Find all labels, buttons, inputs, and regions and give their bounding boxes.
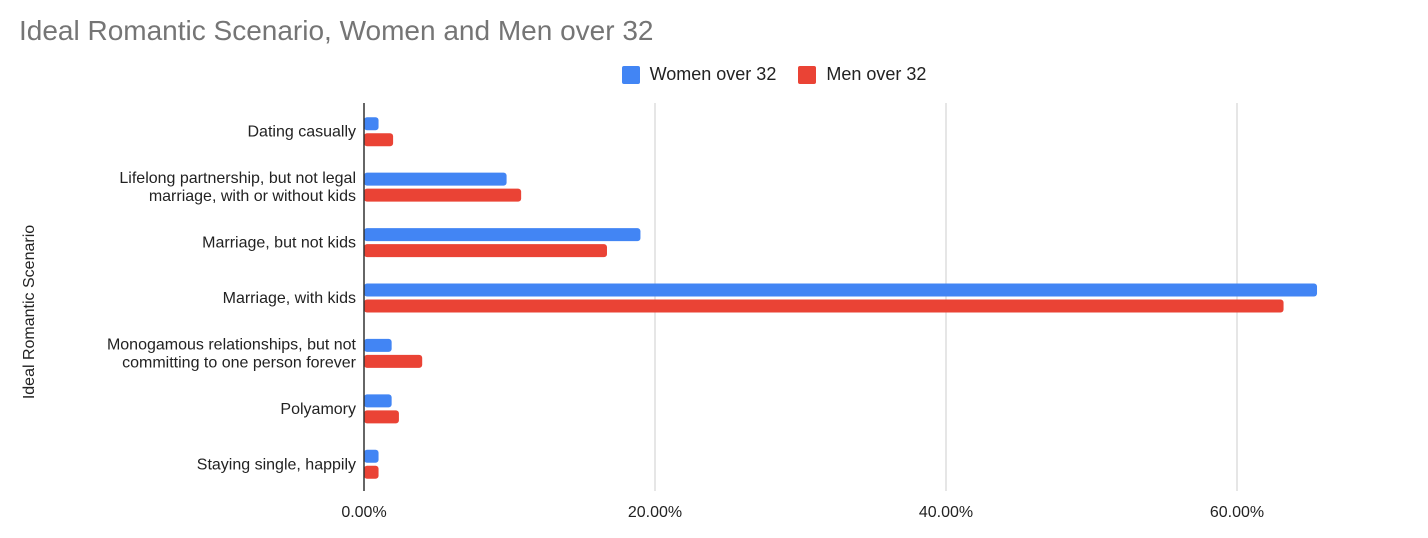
bar-women-5 xyxy=(364,394,392,408)
bar-women-3 xyxy=(364,283,1318,297)
bar-men-4 xyxy=(364,354,423,368)
bar-men-1 xyxy=(364,188,522,202)
category-label-4-0: Monogamous relationships, but not xyxy=(107,336,357,353)
bar-women-6 xyxy=(364,449,379,463)
bar-men-3 xyxy=(364,299,1284,313)
y-axis-title: Ideal Romantic Scenario xyxy=(21,225,38,399)
category-label-5-0: Polyamory xyxy=(280,401,356,418)
x-tick-label-3: 60.00% xyxy=(1210,504,1264,521)
bar-men-2 xyxy=(364,244,607,258)
bar-women-4 xyxy=(364,338,392,352)
legend-item-men[interactable]: Men over 32 xyxy=(798,64,926,85)
x-tick-label-0: 0.00% xyxy=(341,504,386,521)
category-label-6-0: Staying single, happily xyxy=(197,456,356,473)
legend-label-women: Women over 32 xyxy=(649,64,777,84)
legend-item-women[interactable]: Women over 32 xyxy=(621,64,777,85)
category-label-4-1: committing to one person forever xyxy=(122,354,357,371)
bar-men-6 xyxy=(364,465,379,479)
category-label-1-1: marriage, with or without kids xyxy=(149,188,356,205)
bar-women-1 xyxy=(364,172,507,186)
category-label-2-0: Marriage, but not kids xyxy=(202,235,356,252)
legend: Women over 32 Men over 32 xyxy=(0,64,1428,85)
category-label-1-0: Lifelong partnership, but not legal xyxy=(119,170,356,187)
bar-women-2 xyxy=(364,228,641,242)
bar-men-5 xyxy=(364,410,399,424)
category-label-3-0: Marriage, with kids xyxy=(223,290,356,307)
legend-label-men: Men over 32 xyxy=(826,64,927,84)
bar-men-0 xyxy=(364,133,394,147)
legend-swatch-women xyxy=(621,65,640,84)
x-tick-label-1: 20.00% xyxy=(628,504,682,521)
chart-title: Ideal Romantic Scenario, Women and Men o… xyxy=(19,15,654,46)
category-label-0-0: Dating casually xyxy=(248,124,357,141)
x-tick-label-2: 40.00% xyxy=(919,504,973,521)
legend-swatch-men xyxy=(798,65,817,84)
bar-women-0 xyxy=(364,117,379,131)
